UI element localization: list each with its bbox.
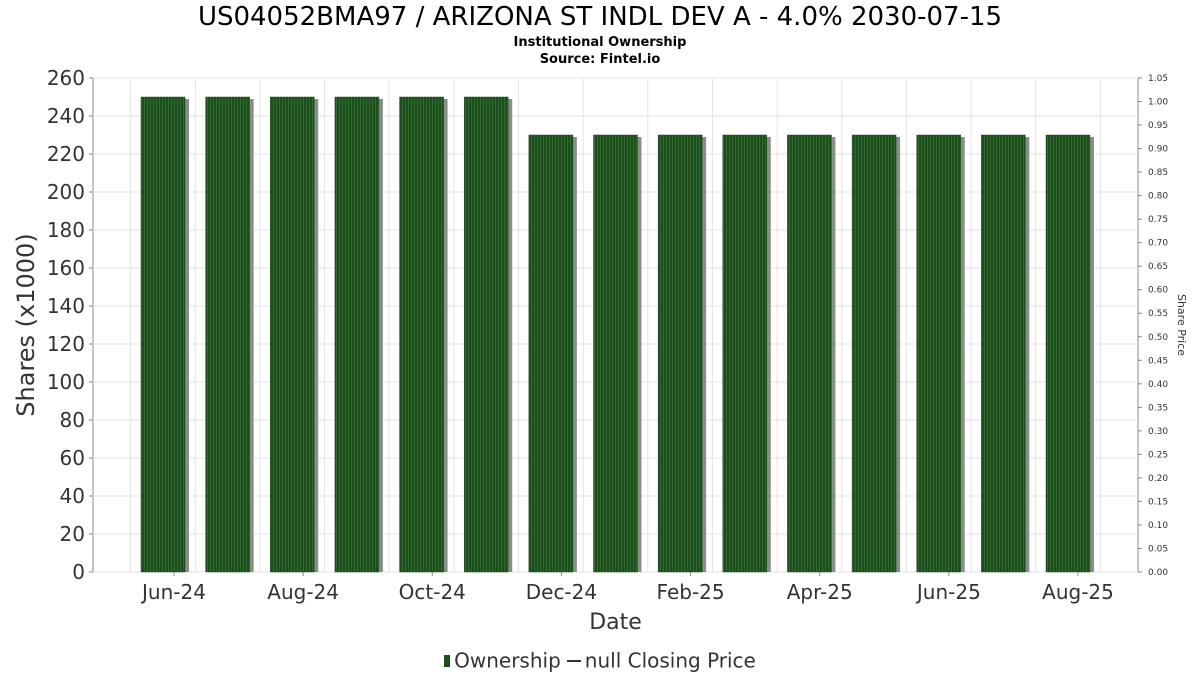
y2-tick-label: 0.40 bbox=[1148, 380, 1168, 390]
y2-tick-label: 0.05 bbox=[1148, 544, 1168, 554]
y-tick-label: 180 bbox=[47, 218, 85, 242]
chart-source: Source: Fintel.io bbox=[539, 52, 661, 67]
y2-tick-label: 0.25 bbox=[1148, 450, 1168, 460]
y2-tick-label: 0.95 bbox=[1148, 121, 1168, 131]
x-tick-label: Apr-25 bbox=[787, 580, 853, 604]
x-tick-label: Oct-24 bbox=[399, 580, 466, 604]
bar bbox=[399, 96, 444, 573]
y-tick-label: 220 bbox=[47, 142, 85, 166]
y2-tick-label: 0.75 bbox=[1148, 215, 1168, 225]
y-tick-label: 100 bbox=[47, 370, 85, 394]
x-axis-title: Date bbox=[589, 610, 642, 635]
y-tick-label: 140 bbox=[47, 294, 85, 318]
bar bbox=[657, 134, 703, 573]
bar bbox=[722, 134, 768, 573]
y2-tick-label: 0.50 bbox=[1148, 333, 1168, 343]
x-tick-label: Jun-24 bbox=[140, 580, 206, 604]
y-tick-label: 260 bbox=[47, 66, 85, 90]
y2-tick-label: 0.55 bbox=[1148, 309, 1168, 319]
chart-subtitle: Institutional Ownership bbox=[513, 35, 687, 50]
ownership-legend-swatch bbox=[444, 654, 451, 667]
x-tick-label: Feb-25 bbox=[657, 580, 725, 604]
x-tick-label: Aug-24 bbox=[267, 580, 339, 604]
y-axis-title: Shares (x1000) bbox=[12, 233, 40, 416]
x-tick-label: Jun-25 bbox=[915, 580, 981, 604]
y-tick-label: 120 bbox=[47, 332, 85, 356]
y2-tick-label: 0.15 bbox=[1148, 497, 1168, 507]
y2-tick-label: 0.35 bbox=[1148, 403, 1168, 413]
y2-tick-label: 0.00 bbox=[1148, 568, 1168, 578]
y-tick-label: 0 bbox=[72, 560, 85, 584]
y2-tick-label: 0.45 bbox=[1148, 356, 1168, 366]
y2-tick-label: 0.70 bbox=[1148, 239, 1168, 249]
y2-tick-label: 0.20 bbox=[1148, 474, 1168, 484]
bar bbox=[1045, 134, 1091, 573]
chart-legend: Ownership null Closing Price bbox=[0, 647, 1200, 673]
chart-title: US04052BMA97 / ARIZONA ST INDL DEV A - 4… bbox=[197, 2, 1003, 32]
y2-tick-label: 1.05 bbox=[1148, 74, 1168, 84]
y-tick-label: 80 bbox=[60, 408, 85, 432]
y-tick-label: 160 bbox=[47, 256, 85, 280]
bar bbox=[787, 134, 832, 573]
x-tick-label: Dec-24 bbox=[526, 580, 597, 604]
bar bbox=[916, 134, 961, 573]
bar bbox=[981, 134, 1026, 573]
bar bbox=[463, 96, 509, 573]
ownership-legend-label: Ownership bbox=[454, 648, 561, 673]
y2-tick-label: 0.65 bbox=[1148, 262, 1168, 272]
y-tick-label: 200 bbox=[47, 180, 85, 204]
y-tick-label: 240 bbox=[47, 104, 85, 128]
bar bbox=[205, 96, 250, 573]
x-tick-label: Aug-25 bbox=[1042, 580, 1114, 604]
price-legend-label: null Closing Price bbox=[584, 648, 756, 673]
y2-tick-label: 0.30 bbox=[1148, 427, 1168, 437]
bar bbox=[140, 96, 186, 573]
y2-tick-label: 0.90 bbox=[1148, 145, 1168, 155]
y2-tick-label: 0.80 bbox=[1148, 192, 1168, 202]
y2-tick-label: 0.10 bbox=[1148, 521, 1168, 531]
bar bbox=[851, 134, 897, 573]
y2-tick-label: 1.00 bbox=[1148, 98, 1168, 108]
y2-axis-title: Share Price bbox=[1175, 294, 1188, 356]
y2-tick-label: 0.85 bbox=[1148, 168, 1168, 178]
y-tick-label: 60 bbox=[60, 446, 85, 470]
bar bbox=[334, 96, 380, 573]
y-tick-label: 40 bbox=[60, 484, 85, 508]
bar bbox=[593, 134, 638, 573]
price-legend-line bbox=[566, 659, 581, 662]
y2-tick-label: 0.60 bbox=[1148, 286, 1168, 296]
y-tick-label: 20 bbox=[60, 522, 85, 546]
bar bbox=[270, 96, 315, 573]
bar bbox=[528, 134, 574, 573]
